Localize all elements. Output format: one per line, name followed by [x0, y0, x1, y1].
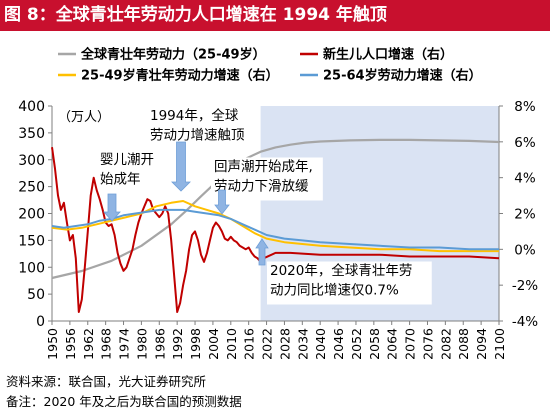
x-tick-label: 2082: [438, 328, 453, 360]
annotation-text: 婴儿潮开: [100, 152, 154, 168]
left-tick-label: 300: [18, 153, 45, 169]
annotation-echo-boom: 回声潮开始成年, 劳动力下滑放缓: [211, 157, 323, 201]
left-axis-unit-label: （万人）: [58, 110, 110, 125]
line-chart: 0 50 100 150 200 250 300 350 400 -4% -2% 0% 2% 4% 6% 8…: [18, 47, 538, 360]
legend-item-1: 全球青壮年劳动力（25-49岁）: [58, 47, 266, 63]
x-tick-label: 1992: [170, 328, 185, 360]
series-layer: [51, 138, 500, 313]
annotation-text: 动力同比增速仅0.7%: [270, 283, 399, 299]
series-line-4: [51, 208, 499, 251]
legend: 全球青壮年劳动力（25-49岁） 新生儿人口增速（右） 25-49岁青壮年劳动力增速…: [58, 47, 482, 84]
x-tick-label: 1950: [45, 328, 60, 360]
figure-title: 图 8：全球青壮年劳动力人口增速在 1994 年触顶: [0, 0, 550, 31]
x-tick-label: 2094: [474, 328, 489, 360]
x-tick-label: 1956: [63, 328, 78, 360]
x-axis-ticks: 1950 1956 1962 1968 1974 1980 1986 1992 1998 2004…: [45, 321, 507, 360]
x-tick-label: 1980: [134, 328, 149, 360]
x-tick-label: 1962: [81, 328, 96, 360]
peak-1994-arrow: [171, 141, 191, 192]
legend-label: 新生儿人口增速（右）: [323, 47, 453, 63]
legend-item-3: 25-49岁青壮年劳动力增速（右）: [58, 68, 279, 84]
legend-item-4: 25-64岁劳动力增速（右）: [300, 68, 482, 84]
right-axis-ticks: -4% -2% 0% 2% 4% 6% 8%: [499, 99, 538, 330]
x-tick-label: 2010: [224, 328, 239, 360]
legend-label: 25-49岁青壮年劳动力增速（右）: [81, 68, 279, 84]
baby-boom-arrow: [103, 193, 121, 222]
annotation-background: [267, 261, 432, 305]
x-tick-label: 2046: [331, 328, 346, 360]
right-tick-label: 2%: [514, 207, 536, 223]
x-tick-label: 2058: [367, 328, 382, 360]
x-tick-label: 2100: [492, 328, 507, 360]
annotation-text: 1994年，全球: [150, 107, 239, 124]
x-tick-label: 2034: [295, 328, 310, 360]
x-tick-label: 2040: [313, 328, 328, 360]
x-tick-label: 2016: [242, 328, 257, 360]
source-note: 资料来源：联合国，光大证券研究所: [6, 374, 207, 389]
x-tick-label: 1998: [188, 328, 203, 360]
x-tick-label: 2022: [260, 328, 275, 360]
left-tick-label: 350: [18, 126, 45, 142]
right-tick-label: 4%: [514, 171, 536, 187]
right-tick-label: -4%: [512, 314, 538, 330]
legend-item-2: 新生儿人口增速（右）: [300, 47, 453, 63]
annotation-text: 始成年: [100, 172, 141, 188]
annotation-text: 回声潮开始成年,: [214, 159, 313, 175]
left-axis-ticks: 0 50 100 150 200 250 300 350 400: [18, 99, 52, 330]
left-tick-label: 50: [27, 287, 45, 303]
forecast-note: 备注：2020 年及之后为联合国的预测数据: [6, 394, 242, 409]
left-tick-label: 400: [18, 99, 45, 115]
series-line-1: [51, 138, 500, 280]
x-tick-label: 1974: [117, 328, 132, 360]
x-tick-label: 2004: [206, 328, 221, 360]
series-line-2: [51, 147, 500, 313]
right-tick-label: 6%: [514, 135, 536, 151]
left-tick-label: 250: [18, 180, 45, 196]
x-tick-label: 2028: [277, 328, 292, 360]
legend-label: 全球青壮年劳动力（25-49岁）: [80, 47, 266, 63]
x-tick-label: 2076: [420, 328, 435, 360]
left-tick-label: 200: [18, 207, 45, 223]
x-tick-label: 1986: [152, 328, 167, 360]
right-tick-label: 8%: [514, 99, 536, 115]
left-tick-label: 100: [18, 260, 45, 276]
right-tick-label: -2%: [512, 278, 538, 294]
annotation-text: 劳动力增速触顶: [150, 128, 245, 144]
echo-boom-arrow: [214, 189, 230, 215]
x-tick-label: 2064: [385, 328, 400, 360]
left-tick-label: 150: [18, 233, 45, 249]
annotation-text: 2020年，全球青壮年劳: [270, 262, 412, 279]
right-tick-label: 0%: [514, 242, 536, 258]
x-tick-label: 2088: [456, 328, 471, 360]
x-tick-label: 2052: [349, 328, 364, 360]
annotation-text: 劳动力下滑放缓: [214, 179, 309, 195]
x-tick-label: 1968: [99, 328, 114, 360]
annotation-background: [211, 157, 323, 201]
legend-label: 25-64岁劳动力增速（右）: [323, 68, 482, 84]
left-tick-label: 0: [36, 314, 45, 330]
x-tick-label: 2070: [403, 328, 418, 360]
note-2020-arrow: [255, 238, 269, 266]
